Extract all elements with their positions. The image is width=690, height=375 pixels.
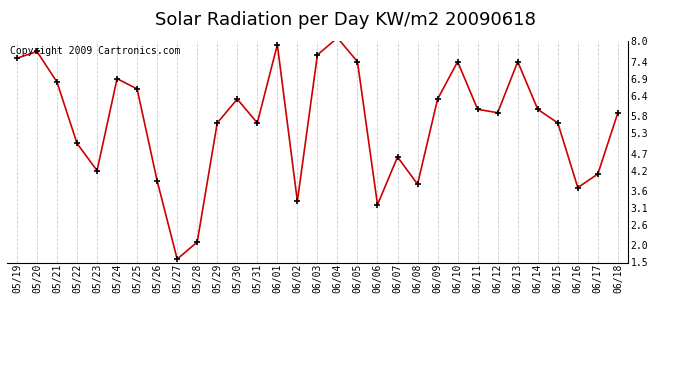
Text: Copyright 2009 Cartronics.com: Copyright 2009 Cartronics.com (10, 46, 180, 56)
Text: Solar Radiation per Day KW/m2 20090618: Solar Radiation per Day KW/m2 20090618 (155, 11, 535, 29)
